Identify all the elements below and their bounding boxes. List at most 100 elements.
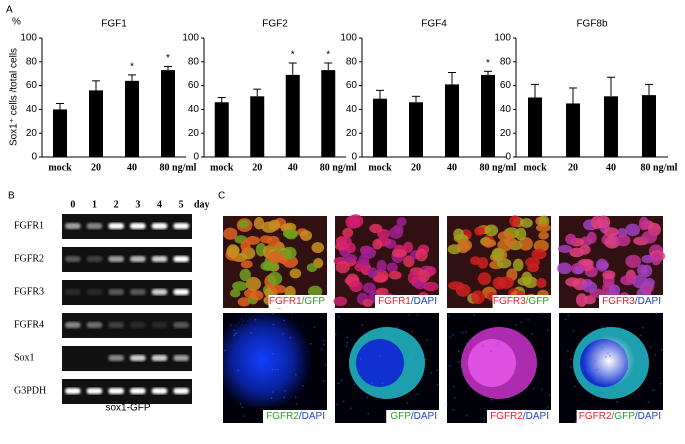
cell <box>638 216 649 231</box>
cell <box>632 274 648 289</box>
x-tick-label: mock <box>523 162 547 173</box>
speck <box>294 396 297 398</box>
cell <box>307 285 323 298</box>
gel-band <box>86 289 103 295</box>
gel-band <box>86 256 103 262</box>
cell <box>342 253 357 263</box>
gel-band <box>130 355 146 361</box>
speck <box>600 336 603 339</box>
x-tick-label: 20 <box>411 162 421 173</box>
speck <box>424 358 427 361</box>
gel-band <box>151 322 168 328</box>
gel-band <box>108 355 124 361</box>
y-tick-label: 100 <box>20 33 37 44</box>
x-tick-label: 20 <box>252 162 262 173</box>
bar <box>89 90 103 157</box>
label-part: /DAPI <box>635 296 661 307</box>
speck <box>505 332 507 335</box>
significance-star: * <box>291 50 295 61</box>
cell <box>223 227 238 240</box>
gel-band <box>108 256 124 262</box>
error-bar <box>164 66 172 71</box>
cell <box>232 281 248 291</box>
speck <box>595 379 598 382</box>
cell <box>620 275 636 286</box>
micrograph <box>334 313 439 423</box>
cell <box>536 278 547 288</box>
speck <box>254 318 257 321</box>
speck <box>654 354 657 357</box>
gel-image <box>62 313 192 338</box>
cell <box>358 254 370 266</box>
speck <box>346 336 348 339</box>
speck <box>483 417 486 420</box>
cell <box>515 227 527 241</box>
gel-band <box>65 289 81 295</box>
speck <box>641 352 644 354</box>
cell <box>362 298 373 307</box>
cell <box>491 247 505 262</box>
gel-band <box>65 223 81 229</box>
speck <box>604 356 607 358</box>
image-tag: day6 <box>339 316 361 327</box>
chart-title: FGF4 <box>421 19 447 30</box>
cell <box>289 268 302 279</box>
cell <box>470 256 481 265</box>
cell <box>651 252 662 266</box>
bar <box>53 109 67 157</box>
bar <box>125 80 139 157</box>
cell <box>375 287 389 297</box>
micrograph <box>559 312 663 423</box>
gene-label: G3PDH <box>14 385 46 396</box>
label-part: /GFP <box>612 411 636 422</box>
cell <box>520 218 533 228</box>
speck <box>506 328 509 331</box>
cell <box>474 226 485 236</box>
speck <box>230 324 232 326</box>
cell <box>423 281 439 292</box>
speck <box>402 375 404 377</box>
x-tick-label: 80 ng/ml <box>641 162 678 173</box>
speck <box>607 352 609 354</box>
y-unit: % <box>12 17 21 28</box>
label-part: /DAPI <box>299 411 325 422</box>
speck <box>452 385 455 388</box>
cell <box>388 226 404 239</box>
speck <box>532 387 535 390</box>
cell <box>249 290 264 301</box>
speck <box>587 369 589 372</box>
gel-band <box>130 256 146 262</box>
gene-label: FGFR4 <box>14 319 44 330</box>
gel-band <box>130 388 146 394</box>
error-bar <box>56 102 64 110</box>
cell <box>641 264 653 278</box>
speck <box>531 333 533 336</box>
panel-label: A <box>6 5 13 16</box>
bar <box>161 70 175 157</box>
cell <box>282 246 297 260</box>
cell <box>615 234 631 247</box>
speck <box>618 326 621 329</box>
cell <box>644 278 655 288</box>
cell <box>525 257 540 268</box>
cell <box>282 229 297 239</box>
speck <box>302 385 304 387</box>
speck <box>408 314 411 316</box>
micrograph <box>557 215 666 308</box>
label-part: FGFR2 <box>579 411 612 422</box>
y-tick-label: 40 <box>346 104 358 115</box>
highlight <box>583 335 635 387</box>
micrograph <box>223 216 327 309</box>
cell <box>261 221 278 233</box>
speck <box>594 360 597 363</box>
speck <box>430 371 433 374</box>
image-label: FGFR3/GFP <box>493 296 549 307</box>
speck <box>336 403 339 406</box>
speck <box>426 339 429 342</box>
error-bar <box>128 74 136 81</box>
gel-band <box>173 223 189 229</box>
label-part: /GFP <box>302 296 326 307</box>
speck <box>497 341 500 344</box>
speck <box>416 393 419 395</box>
speck <box>509 384 511 387</box>
